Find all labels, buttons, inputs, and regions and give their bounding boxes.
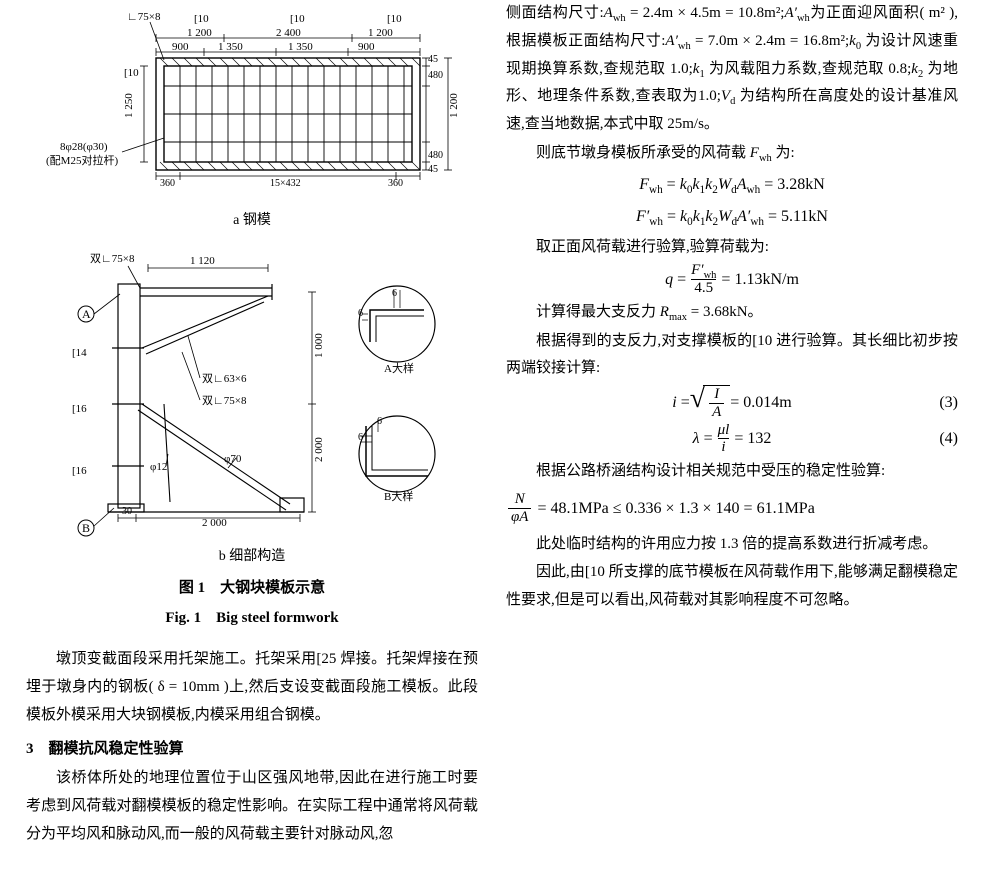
r-p4b: = 3.68kN。 — [687, 304, 763, 320]
figure-a-svg: ∟75×8 [10 [10 [10 1 200 2 400 1 200 900 … — [32, 8, 472, 208]
dim-r1200: 1 200 — [448, 93, 460, 118]
dim-900l: 900 — [172, 41, 189, 53]
right-p6: 根据公路桥涵结构设计相关规范中受压的稳定性验算: — [506, 458, 958, 486]
dim-b15x432: 15×432 — [270, 178, 301, 189]
r-p4a: 计算得最大支反力 — [536, 304, 660, 320]
right-p3: 取正面风荷载进行验算,验算荷载为: — [506, 234, 958, 262]
r-p2: 则底节墩身模板所承受的风荷载 — [536, 145, 750, 161]
figure-a-block: ∟75×8 [10 [10 [10 1 200 2 400 1 200 900 … — [26, 0, 478, 236]
dim-1250-left: 1 250 — [123, 93, 135, 118]
lbl-brk14: [14 — [72, 347, 87, 359]
dim-r45b: 45 — [428, 164, 438, 175]
r-p1-a: 侧面结构尺寸: — [506, 5, 604, 21]
lbl-v2000: 2 000 — [313, 437, 325, 462]
dim-brk10-3: [10 — [387, 13, 402, 25]
lbl-6a1: 6 — [392, 288, 397, 299]
r-p1-b: = 2.4m × 4.5m = 10.8m²; — [626, 5, 785, 21]
eq-i: i = √IA = 0.014m (3) — [506, 385, 958, 421]
eq-num-4: (4) — [939, 424, 958, 454]
figure-b-svg: 双∟75×8 1 120 [14 [16 [16 φ12 φ70 双∟63×6 … — [32, 244, 472, 544]
right-p2: 则底节墩身模板所承受的风荷载 Fwh 为: — [506, 140, 958, 168]
right-p7: 此处临时结构的许用应力按 1.3 倍的提高系数进行折减考虑。 — [506, 531, 958, 559]
dim-angle75: ∟75×8 — [127, 11, 161, 23]
dim-brk10-1: [10 — [194, 13, 209, 25]
dim-1200l: 1 200 — [187, 27, 212, 39]
eq-fwh: Fwh = k0k1k2WdAwh = 3.28kN — [506, 170, 958, 200]
left-p1: 墩顶变截面段采用托架施工。托架采用[25 焊接。托架焊接在预埋于墩身内的钢板( … — [26, 646, 478, 729]
r-p2-tail: 为: — [772, 145, 795, 161]
figure-caption-en: Fig. 1 Big steel formwork — [26, 605, 478, 633]
section-3-head: 3 翻模抗风稳定性验算 — [26, 736, 478, 764]
lbl-d63: 双∟63×6 — [202, 372, 247, 385]
figure-caption-zh: 图 1 大钢块模板示意 — [26, 575, 478, 603]
dim-b360l: 360 — [160, 178, 175, 189]
rod-note-2: (配M25对拉杆) — [46, 153, 118, 167]
r-p1-d: = 7.0m × 2.4m = 16.8m²; — [691, 33, 849, 49]
dim-brk10-left: [10 — [124, 67, 139, 79]
right-p4: 计算得最大支反力 Rmax = 3.68kN。 — [506, 299, 958, 327]
lbl-h2000: 2 000 — [202, 517, 227, 529]
eq-sigma-rhs: = 48.1MPa ≤ 0.336 × 1.3 × 140 = 61.1MPa — [537, 494, 814, 524]
marker-A: A — [82, 307, 91, 321]
lbl-brk16a: [16 — [72, 403, 87, 415]
left-p2: 该桥体所处的地理位置位于山区强风地带,因此在进行施工时要考虑到风荷载对翻模模板的… — [26, 765, 478, 848]
lbl-d75: 双∟75×8 — [202, 394, 247, 407]
dim-r480b: 480 — [428, 150, 443, 161]
lbl-v1000: 1 000 — [313, 333, 325, 358]
dim-r480t: 480 — [428, 70, 443, 81]
rod-note-1: 8φ28(φ30) — [60, 141, 108, 153]
dim-1350r: 1 350 — [288, 41, 313, 53]
dim-brk10-2: [10 — [290, 13, 305, 25]
dim-1200r: 1 200 — [368, 27, 393, 39]
lbl-phi70: φ70 — [224, 453, 242, 465]
eq-fwhp: F′wh = k0k1k2WdA′wh = 5.11kN — [506, 202, 958, 232]
figure-b-block: 双∟75×8 1 120 [14 [16 [16 φ12 φ70 双∟63×6 … — [26, 236, 478, 646]
dim-900r: 900 — [358, 41, 375, 53]
right-p8: 因此,由[10 所支撑的底节模板在风荷载作用下,能够满足翻模稳定性要求,但是可以… — [506, 559, 958, 615]
eq-num-3: (3) — [939, 388, 958, 418]
eq-q: q = F′wh4.5 = 1.13kN/m — [506, 263, 958, 297]
right-p1: 侧面结构尺寸:Awh = 2.4m × 4.5m = 10.8m²;A′wh为正… — [506, 0, 958, 139]
lbl-double75: 双∟75×8 — [90, 252, 135, 265]
lbl-brk16b: [16 — [72, 465, 87, 477]
right-p5: 根据得到的支反力,对支撑模板的[10 进行验算。其长细比初步按两端铰接计算: — [506, 328, 958, 384]
eq-lambda: λ = μli = 132 (4) — [506, 423, 958, 457]
marker-B: B — [82, 521, 90, 535]
dim-b360r: 360 — [388, 178, 403, 189]
eq-sigma: NφA = 48.1MPa ≤ 0.336 × 1.3 × 140 = 61.1… — [506, 492, 958, 526]
lbl-1120: 1 120 — [190, 255, 215, 267]
dim-1350l: 1 350 — [218, 41, 243, 53]
figure-a-label: a 钢模 — [26, 210, 478, 232]
dim-2400: 2 400 — [276, 27, 301, 39]
lbl-phi12: φ12 — [150, 461, 167, 473]
lbl-detA: A大样 — [384, 361, 414, 375]
r-p1-f: 为风载阻力系数,查规范取 0.8; — [705, 61, 912, 77]
figure-b-label: b 细部构造 — [26, 546, 478, 568]
dim-r45t: 45 — [428, 54, 438, 65]
